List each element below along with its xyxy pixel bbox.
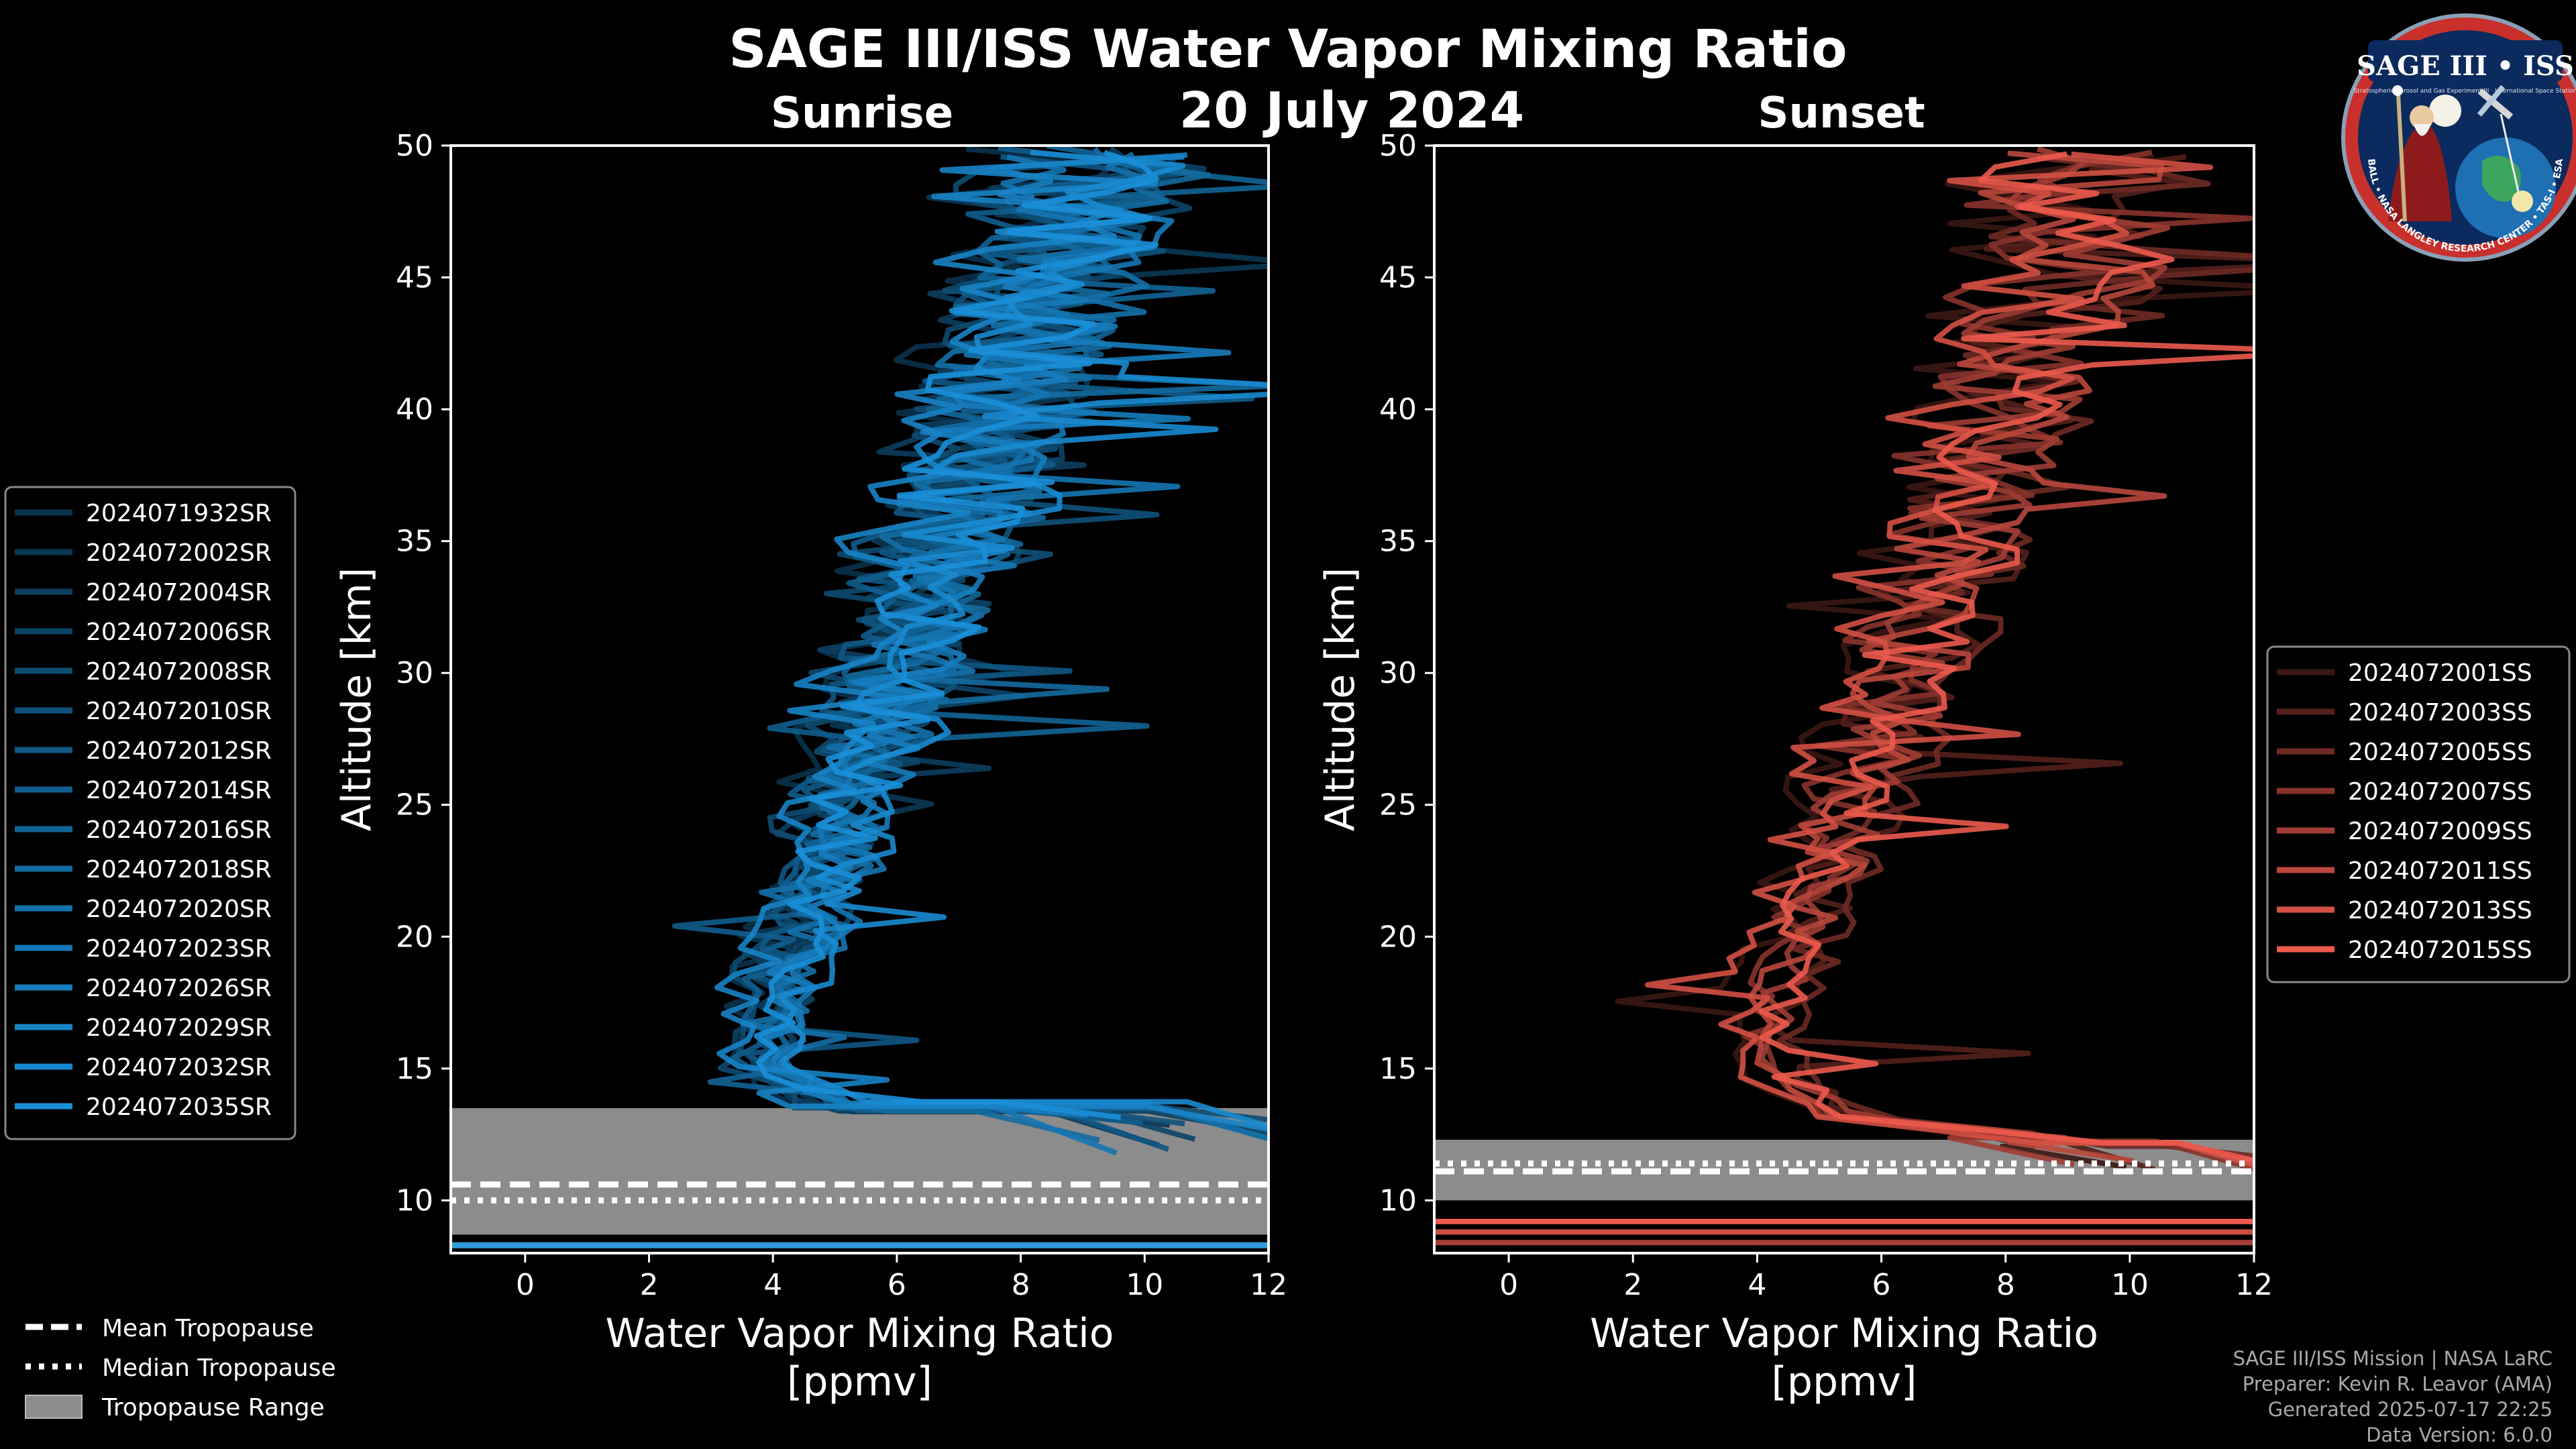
- logo-subtitle: Stratospheric Aerosol and Gas Experiment…: [2353, 88, 2576, 95]
- figure-title: SAGE III/ISS Water Vapor Mixing Ratio: [729, 19, 1847, 80]
- legend-label-2024072010SR: 2024072010SR: [86, 698, 272, 725]
- legend-label-2024072012SR: 2024072012SR: [86, 737, 272, 765]
- y-tick-label: 50: [1379, 129, 1417, 163]
- profile-line-2024072005SS: [1776, 154, 2254, 1159]
- legend-label-2024072008SR: 2024072008SR: [86, 658, 272, 686]
- y-tick-label: 10: [396, 1183, 433, 1218]
- sage-iii-iss-mission-logo: SAGE III • ISS Stratospheric Aerosol and…: [2341, 13, 2576, 262]
- x-tick-label: 12: [2235, 1268, 2273, 1302]
- y-tick-label: 20: [396, 920, 433, 954]
- legend-label-2024072004SR: 2024072004SR: [86, 579, 272, 606]
- legend-label-2024072007SS: 2024072007SS: [2348, 778, 2532, 806]
- x-tick-label: 8: [1996, 1268, 2015, 1302]
- profile-line-2024072029SR: [714, 154, 1269, 1132]
- profile-line-2024072015SS: [1758, 151, 2254, 1164]
- legend-box: [4, 486, 297, 1140]
- y-tick-label: 25: [1379, 788, 1417, 822]
- x-tick-label: 12: [1250, 1268, 1287, 1302]
- profile-line-2024072009SS: [1759, 146, 2170, 1167]
- y-tick-label: 40: [396, 392, 433, 427]
- x-tick-label: 10: [1126, 1268, 1163, 1302]
- legend-label-2024072015SS: 2024072015SS: [2348, 936, 2532, 964]
- y-axis-label: Altitude [km]: [333, 568, 380, 832]
- legend-label-2024072035SR: 2024072035SR: [86, 1093, 272, 1121]
- legend-label-2024072020SR: 2024072020SR: [86, 896, 272, 923]
- y-tick-label: 30: [396, 656, 433, 690]
- x-axis-label: Water Vapor Mixing Ratio: [1590, 1310, 2098, 1357]
- x-axis-units: [ppmv]: [1772, 1358, 1917, 1405]
- legend-label-2024072013SS: 2024072013SS: [2348, 897, 2532, 924]
- axes-frame: [1433, 144, 2255, 1254]
- profile-line-2024072013SS: [1645, 151, 2254, 1169]
- sunrise-legend: 2024071932SR 2024072002SR 2024072004SR 2024…: [4, 486, 297, 1140]
- y-tick-label: 20: [1379, 920, 1417, 954]
- axes-frame: [449, 144, 1270, 1254]
- legend-label-2024072026SR: 2024072026SR: [86, 975, 272, 1002]
- profile-line-2024072035SR: [753, 150, 1159, 1120]
- legend-label-2024071932SR: 2024071932SR: [86, 500, 272, 527]
- median-tropopause-label: Median Tropopause: [102, 1354, 336, 1382]
- panel-title: Sunrise: [771, 89, 953, 138]
- logo-title: SAGE III • ISS: [2357, 50, 2574, 82]
- legend-label-2024072023SR: 2024072023SR: [86, 935, 272, 963]
- x-tick-label: 2: [1623, 1268, 1642, 1302]
- tropopause-range-band: [451, 1108, 1269, 1235]
- plot-area: [1434, 146, 2254, 1246]
- x-axis-units: [ppmv]: [787, 1358, 932, 1405]
- x-tick-label: 6: [1872, 1268, 1891, 1302]
- logo-moon-icon: [2429, 95, 2461, 127]
- y-axis-label: Altitude [km]: [1317, 568, 1364, 832]
- credit-generated: Generated 2025-07-17 22:25: [2268, 1398, 2553, 1421]
- y-tick-label: 35: [396, 525, 433, 559]
- legend-label-2024072014SR: 2024072014SR: [86, 777, 272, 804]
- legend-label-2024072018SR: 2024072018SR: [86, 856, 272, 883]
- credits: SAGE III/ISS Mission | NASA LaRC Prepare…: [2233, 1347, 2553, 1446]
- legend-label-2024072003SS: 2024072003SS: [2348, 699, 2532, 727]
- legend-label-2024072016SR: 2024072016SR: [86, 816, 272, 844]
- y-tick-label: 45: [1379, 261, 1417, 295]
- legend-label-2024072005SS: 2024072005SS: [2348, 739, 2532, 766]
- panel-title: Sunset: [1758, 89, 1925, 138]
- tropopause-legend: Mean Tropopause Median Tropopause Tropop…: [25, 1315, 336, 1421]
- x-tick-label: 6: [888, 1268, 906, 1302]
- legend-label-2024072009SS: 2024072009SS: [2348, 818, 2532, 845]
- legend-label-2024072006SR: 2024072006SR: [86, 619, 272, 646]
- x-tick-label: 2: [640, 1268, 659, 1302]
- y-tick-label: 15: [396, 1052, 433, 1086]
- legend-label-2024072011SS: 2024072011SS: [2348, 857, 2532, 885]
- sunset-panel: 0 2 4 6 8 10 12 10 15 20 25 30 35 40 45 50 Sunset Water V…: [1317, 89, 2273, 1405]
- plot-area: [451, 146, 1269, 1248]
- y-tick-label: 15: [1379, 1052, 1417, 1086]
- credit-mission: SAGE III/ISS Mission | NASA LaRC: [2233, 1347, 2553, 1370]
- y-tick-label: 40: [1379, 392, 1417, 427]
- sunrise-panel: 0 2 4 6 8 10 12 10 15 20 25 30 35 40 45 50 Sunrise Water …: [333, 89, 1287, 1405]
- legend-label-2024072032SR: 2024072032SR: [86, 1054, 272, 1081]
- y-tick-label: 45: [396, 261, 433, 295]
- y-tick-label: 10: [1379, 1183, 1417, 1218]
- x-tick-label: 0: [1499, 1268, 1518, 1302]
- sunset-legend: 2024072001SS 2024072003SS 2024072005SS 2024…: [2266, 645, 2571, 983]
- y-tick-label: 30: [1379, 656, 1417, 690]
- credit-preparer: Preparer: Kevin R. Leavor (AMA): [2243, 1373, 2553, 1395]
- figure-date: 20 July 2024: [1179, 82, 1524, 140]
- y-tick-label: 50: [396, 129, 433, 163]
- x-axis-label: Water Vapor Mixing Ratio: [606, 1310, 1114, 1357]
- legend-label-2024072002SR: 2024072002SR: [86, 539, 272, 567]
- x-tick-label: 4: [1748, 1268, 1766, 1302]
- legend-label-2024072029SR: 2024072029SR: [86, 1014, 272, 1042]
- y-tick-label: 25: [396, 788, 433, 822]
- x-tick-label: 10: [2111, 1268, 2149, 1302]
- y-tick-label: 35: [1379, 525, 1417, 559]
- x-tick-label: 8: [1012, 1268, 1030, 1302]
- logo-iss-icon: [2477, 88, 2514, 120]
- mean-tropopause-label: Mean Tropopause: [102, 1315, 314, 1342]
- legend-label-2024072001SS: 2024072001SS: [2348, 659, 2532, 687]
- legend-box: [2266, 645, 2571, 983]
- x-tick-label: 0: [516, 1268, 535, 1302]
- credit-version: Data Version: 6.0.0: [2366, 1424, 2553, 1446]
- x-tick-label: 4: [763, 1268, 782, 1302]
- tropopause-range-label: Tropopause Range: [101, 1394, 325, 1421]
- tropopause-range-swatch: [25, 1395, 83, 1419]
